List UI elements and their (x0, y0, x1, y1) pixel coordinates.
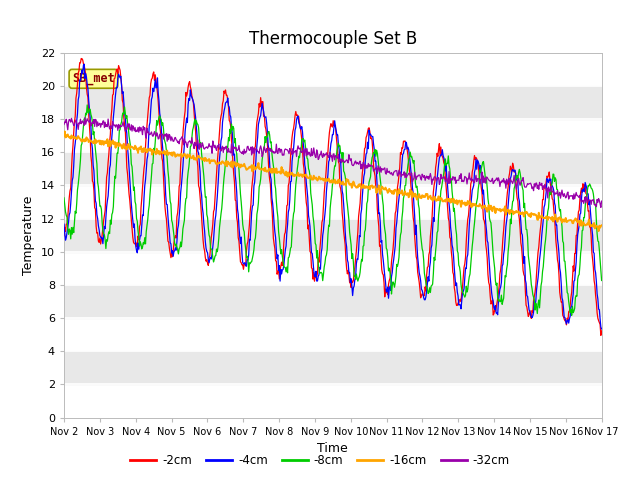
Bar (64, 318, 602, 351)
X-axis label: Time: Time (317, 442, 348, 455)
Bar (64, 185, 602, 218)
Y-axis label: Temperature: Temperature (22, 195, 35, 275)
Legend: -2cm, -4cm, -8cm, -16cm, -32cm: -2cm, -4cm, -8cm, -16cm, -32cm (125, 449, 515, 472)
Bar (64, 351, 602, 384)
Text: SB_met: SB_met (72, 72, 115, 85)
Title: Thermocouple Set B: Thermocouple Set B (249, 30, 417, 48)
Bar (64, 53, 602, 86)
Bar (64, 119, 602, 152)
Bar (64, 384, 602, 418)
Bar (64, 86, 602, 119)
Bar (64, 218, 602, 252)
Bar (64, 152, 602, 185)
Bar (64, 285, 602, 318)
Bar (64, 252, 602, 285)
